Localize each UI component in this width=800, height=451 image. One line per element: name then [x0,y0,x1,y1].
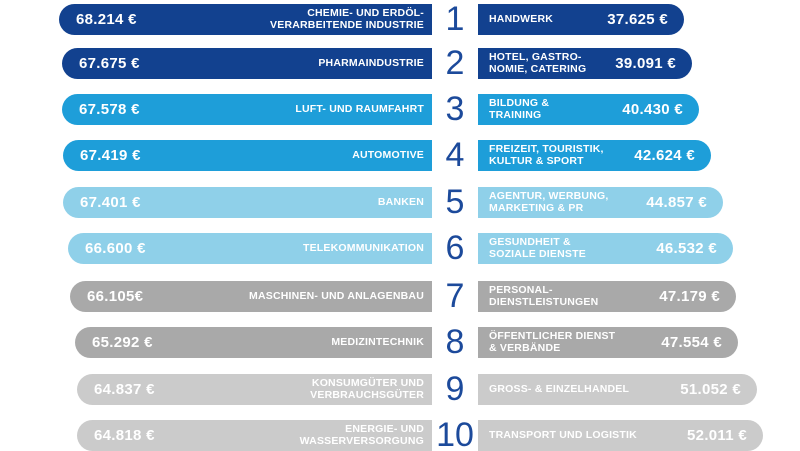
top-industry-bar: 64.818 € ENERGIE- UND WASSERVERSORGUNG [77,420,432,451]
bottom-industry-bar: GROSS- & EINZELHANDEL 51.052 € [478,374,757,405]
ranking-row: 66.600 € TELEKOMMUNIKATION 6 GESUNDHEIT … [0,229,800,267]
bottom-industry-label: GESUNDHEIT & SOZIALE DIENSTE [489,235,586,260]
ranking-row: 67.419 € AUTOMOTIVE 4 FREIZEIT, TOURISTI… [0,136,800,174]
bottom-industry-label: AGENTUR, WERBUNG, MARKETING & PR [489,189,609,214]
bottom-industry-label: HOTEL, GASTRO- NOMIE, CATERING [489,50,587,75]
rank-number: 2 [445,44,465,82]
rank-number: 10 [436,416,474,451]
ranking-row: 65.292 € MEDIZINTECHNIK 8 ÖFFENTLICHER D… [0,323,800,361]
ranking-row: 68.214 € CHEMIE- UND ERDÖL- VERARBEITEND… [0,0,800,38]
top-industry-value: 66.600 € [85,240,146,257]
top-industry-label: MEDIZINTECHNIK [331,335,424,348]
top-industry-value: 64.818 € [94,427,155,444]
rank-number: 9 [445,370,465,408]
top-industry-bar: 65.292 € MEDIZINTECHNIK [75,327,432,358]
rank-number: 6 [445,229,465,267]
bottom-industry-value: 42.624 € [634,147,695,164]
top-industry-label: KONSUMGÜTER UND VERBRAUCHSGÜTER [310,376,424,401]
ranking-row: 64.837 € KONSUMGÜTER UND VERBRAUCHSGÜTER… [0,370,800,408]
top-industry-bar: 67.578 € LUFT- UND RAUMFAHRT [62,94,432,125]
rank-number: 5 [445,183,465,221]
bottom-industry-value: 39.091 € [615,55,676,72]
bottom-industry-bar: FREIZEIT, TOURISTIK, KULTUR & SPORT 42.6… [478,140,711,171]
rank-number: 4 [445,136,465,174]
rank-number: 3 [445,90,465,128]
top-industry-label: LUFT- UND RAUMFAHRT [295,102,424,115]
bottom-industry-value: 40.430 € [622,101,683,118]
top-industry-label: TELEKOMMUNIKATION [302,241,424,254]
ranking-row: 67.578 € LUFT- UND RAUMFAHRT 3 BILDUNG &… [0,90,800,128]
bottom-industry-bar: ÖFFENTLICHER DIENST & VERBÄNDE 47.554 € [478,327,738,358]
bottom-industry-label: TRANSPORT UND LOGISTIK [489,428,637,441]
bottom-industry-value: 37.625 € [607,11,668,28]
top-industry-bar: 68.214 € CHEMIE- UND ERDÖL- VERARBEITEND… [59,4,432,35]
rank-number: 8 [445,323,465,361]
bottom-industry-bar: BILDUNG & TRAINING 40.430 € [478,94,699,125]
top-industry-value: 67.401 € [80,194,141,211]
top-industry-label: CHEMIE- UND ERDÖL- VERARBEITENDE INDUSTR… [270,6,424,31]
top-industry-value: 64.837 € [94,381,155,398]
bottom-industry-label: FREIZEIT, TOURISTIK, KULTUR & SPORT [489,142,604,167]
top-industry-label: ENERGIE- UND WASSERVERSORGUNG [299,422,424,447]
top-industry-value: 68.214 € [76,11,137,28]
bottom-industry-bar: GESUNDHEIT & SOZIALE DIENSTE 46.532 € [478,233,733,264]
top-industry-bar: 66.105€ MASCHINEN- UND ANLAGENBAU [70,281,432,312]
rank-number: 1 [445,0,465,38]
bottom-industry-value: 46.532 € [656,240,717,257]
bottom-industry-value: 47.179 € [659,288,720,305]
top-industry-label: AUTOMOTIVE [352,148,424,161]
top-industry-value: 67.419 € [80,147,141,164]
ranking-row: 67.675 € PHARMAINDUSTRIE 2 HOTEL, GASTRO… [0,44,800,82]
ranking-row: 66.105€ MASCHINEN- UND ANLAGENBAU 7 PERS… [0,277,800,315]
bottom-industry-bar: AGENTUR, WERBUNG, MARKETING & PR 44.857 … [478,187,723,218]
bottom-industry-label: HANDWERK [489,12,554,25]
bottom-industry-bar: HANDWERK 37.625 € [478,4,684,35]
top-industry-label: MASCHINEN- UND ANLAGENBAU [249,289,424,302]
top-industry-value: 66.105€ [87,288,144,305]
bottom-industry-label: GROSS- & EINZELHANDEL [489,382,630,395]
bottom-industry-label: BILDUNG & TRAINING [489,96,550,121]
top-industry-label: BANKEN [377,195,424,208]
bottom-industry-label: PERSONAL- DIENSTLEISTUNGEN [489,283,599,308]
top-industry-bar: 67.675 € PHARMAINDUSTRIE [62,48,432,79]
ranking-row: 64.818 € ENERGIE- UND WASSERVERSORGUNG 1… [0,416,800,451]
bottom-industry-bar: PERSONAL- DIENSTLEISTUNGEN 47.179 € [478,281,736,312]
ranking-row: 67.401 € BANKEN 5 AGENTUR, WERBUNG, MARK… [0,183,800,221]
bottom-industry-value: 52.011 € [687,427,747,444]
bottom-industry-value: 44.857 € [646,194,707,211]
bottom-industry-bar: HOTEL, GASTRO- NOMIE, CATERING 39.091 € [478,48,692,79]
bottom-industry-value: 47.554 € [661,334,722,351]
top-industry-bar: 66.600 € TELEKOMMUNIKATION [68,233,432,264]
bottom-industry-label: ÖFFENTLICHER DIENST & VERBÄNDE [489,329,616,354]
top-industry-label: PHARMAINDUSTRIE [318,56,424,69]
bottom-industry-value: 51.052 € [680,381,741,398]
top-industry-bar: 64.837 € KONSUMGÜTER UND VERBRAUCHSGÜTER [77,374,432,405]
top-industry-bar: 67.419 € AUTOMOTIVE [63,140,432,171]
top-industry-value: 65.292 € [92,334,153,351]
rank-number: 7 [445,277,465,315]
top-industry-bar: 67.401 € BANKEN [63,187,432,218]
top-industry-value: 67.578 € [79,101,140,118]
bottom-industry-bar: TRANSPORT UND LOGISTIK 52.011 € [478,420,763,451]
top-industry-value: 67.675 € [79,55,140,72]
